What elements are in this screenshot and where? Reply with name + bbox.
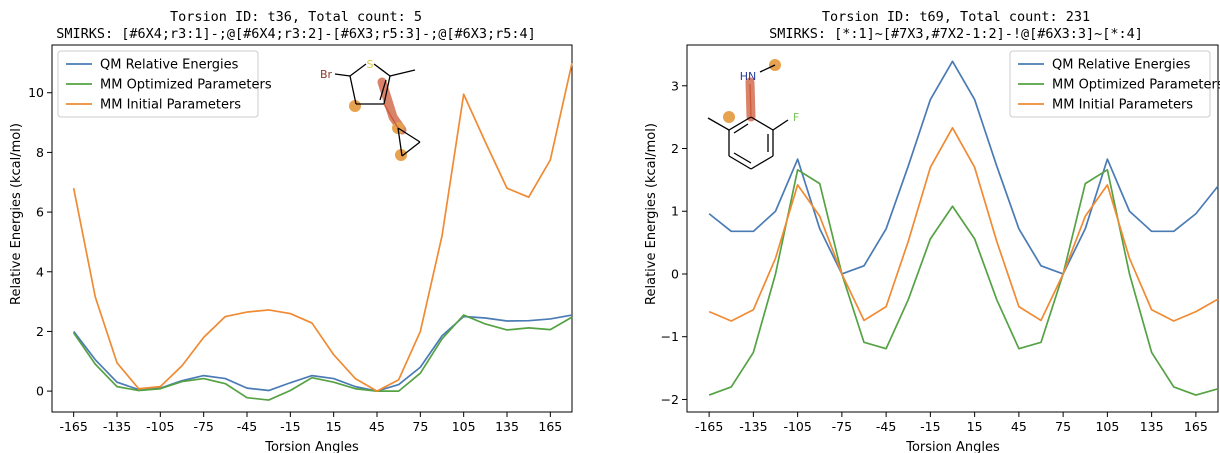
y-tick-label: −1 <box>661 329 679 344</box>
x-tick-label: -75 <box>832 419 852 434</box>
y-tick-label: 2 <box>36 324 44 339</box>
x-tick-label: 105 <box>452 419 476 434</box>
y-tick-label: 0 <box>671 266 679 281</box>
x-tick-label: 135 <box>1140 419 1164 434</box>
x-tick-label: 165 <box>538 419 562 434</box>
series-line-mm-init <box>708 126 1219 322</box>
x-tick-label: 75 <box>1055 419 1071 434</box>
series-line-mm-opt <box>708 168 1219 396</box>
atom-label: Br <box>320 68 333 81</box>
x-tick-label: -45 <box>237 419 257 434</box>
legend: QM Relative Energies MM Optimized Paramet… <box>1009 50 1220 118</box>
x-tick-label: -75 <box>193 419 213 434</box>
molecule-fluoroaniline-icon: HN F <box>707 59 799 170</box>
legend-entry: QM Relative Energies <box>1052 58 1191 73</box>
atom-highlight <box>349 100 361 112</box>
atom-label: F <box>793 111 799 124</box>
series-line-mm-init <box>72 62 573 392</box>
x-tick-label: 45 <box>1011 419 1027 434</box>
legend-entry: MM Optimized Parameters <box>100 78 272 93</box>
y-tick-label: 0 <box>36 384 44 399</box>
series-line-mm-opt <box>72 314 573 401</box>
chart-subtitle: SMIRKS: [*:1]~[#7X3,#7X2-1:2]-!@[#6X3:3]… <box>769 26 1143 42</box>
y-axis-label: Relative Energies (kcal/mol) <box>644 123 659 305</box>
x-tick-label: 15 <box>967 419 983 434</box>
x-tick-label: -165 <box>695 419 723 434</box>
chart-title: Torsion ID: t36, Total count: 5 <box>170 9 422 25</box>
chart-title: Torsion ID: t69, Total count: 231 <box>822 9 1090 25</box>
legend-box <box>1009 50 1211 118</box>
panel-t69: Torsion ID: t69, Total count: 231 SMIRKS… <box>644 9 1220 453</box>
molecule-thiophene-cyclopropyl-icon: S Br <box>320 58 421 161</box>
x-tick-label: 15 <box>326 419 342 434</box>
series-line-qm <box>708 60 1219 275</box>
x-tick-label: 75 <box>412 419 428 434</box>
x-tick-label: 45 <box>369 419 385 434</box>
plot-area: -165 -135 -105 -75 -45 -15 15 45 75 105 135 165 −2 −1… <box>661 44 1220 434</box>
x-tick-label: -135 <box>103 419 131 434</box>
x-axis-label: Torsion Angles <box>905 440 1000 453</box>
x-tick-label: -105 <box>146 419 174 434</box>
x-tick-label: -165 <box>59 419 87 434</box>
y-tick-label: 2 <box>671 141 679 156</box>
y-tick-label: −2 <box>661 392 679 407</box>
legend-entry: QM Relative Energies <box>100 58 239 73</box>
legend-entry: MM Initial Parameters <box>1052 98 1193 113</box>
plot-frame <box>686 44 1219 413</box>
plot-frame <box>51 44 573 413</box>
x-tick-label: -45 <box>876 419 896 434</box>
y-tick-label: 6 <box>36 205 44 220</box>
x-tick-label: 165 <box>1184 419 1208 434</box>
y-tick-label: 3 <box>671 78 679 93</box>
x-tick-label: -105 <box>783 419 811 434</box>
y-tick-label: 8 <box>36 145 44 160</box>
legend-box <box>57 50 259 118</box>
y-axis-label: Relative Energies (kcal/mol) <box>9 123 24 305</box>
x-tick-label: -15 <box>280 419 300 434</box>
y-tick-label: 4 <box>36 264 44 279</box>
atom-highlight <box>723 111 735 123</box>
legend-entry: MM Initial Parameters <box>100 98 241 113</box>
y-tick-label: 10 <box>28 85 44 100</box>
x-tick-label: 135 <box>495 419 519 434</box>
panel-t36: Torsion ID: t36, Total count: 5 SMIRKS: … <box>9 9 573 453</box>
atom-label: S <box>367 58 374 71</box>
x-axis-label: Torsion Angles <box>264 440 359 453</box>
x-tick-label: -135 <box>739 419 767 434</box>
atom-highlight <box>395 149 407 161</box>
chart-subtitle: SMIRKS: [#6X4;r3:1]-;@[#6X4;r3:2]-[#6X3;… <box>56 26 536 42</box>
x-tick-label: -15 <box>920 419 940 434</box>
y-tick-label: 1 <box>671 204 679 219</box>
plot-area: -165 -135 -105 -75 -45 -15 15 45 75 105 135 165 0 2 4 6… <box>28 44 573 434</box>
legend: QM Relative Energies MM Optimized Paramet… <box>57 50 272 118</box>
atom-label: HN <box>740 70 757 83</box>
x-tick-label: 105 <box>1095 419 1119 434</box>
legend-entry: MM Optimized Parameters <box>1052 78 1220 93</box>
